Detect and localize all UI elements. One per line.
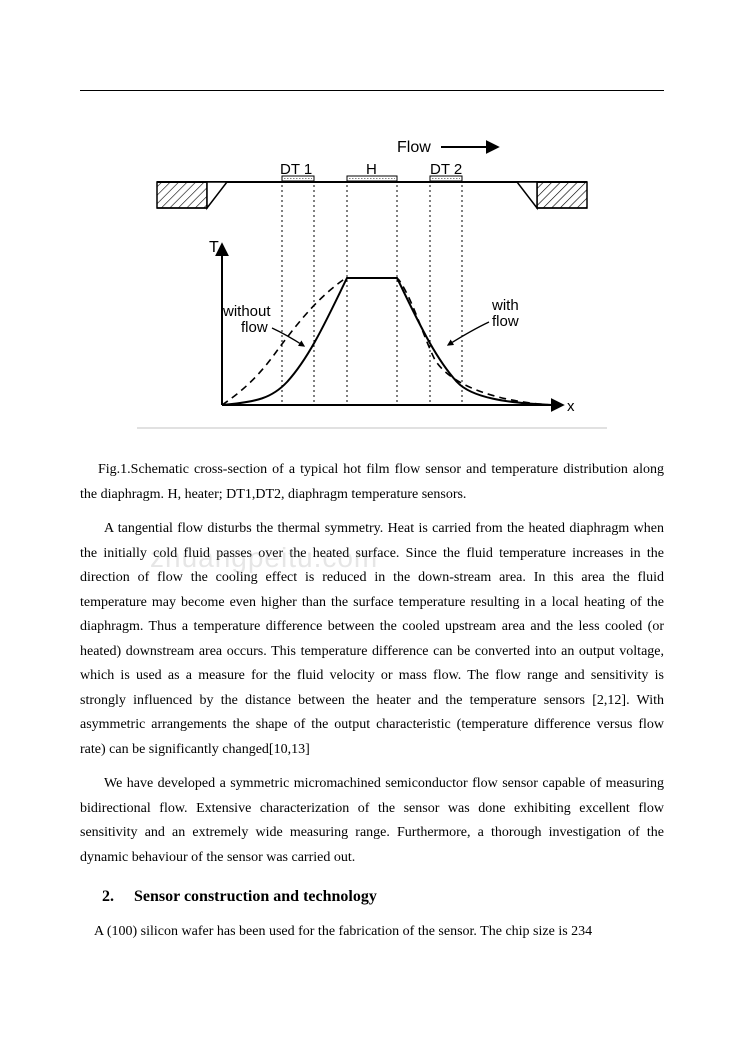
figure-1-svg: Flow DT 1 H DT 2 T x <box>137 130 607 430</box>
x-axis-label: x <box>567 398 575 415</box>
dt1-label: DT 1 <box>280 161 312 178</box>
with-flow-arrow <box>448 322 489 345</box>
flow-label: Flow <box>397 139 431 156</box>
paragraph-2: We have developed a symmetric micromachi… <box>80 772 664 870</box>
left-bevel <box>207 182 227 208</box>
paragraph-1-text: A tangential flow disturbs the thermal s… <box>80 521 664 757</box>
y-axis-label: T <box>209 239 219 256</box>
section-heading: 2. Sensor construction and technology <box>102 888 664 906</box>
paragraph-1: A tangential flow disturbs the thermal s… <box>80 517 664 762</box>
with-flow-label-2: flow <box>492 313 519 330</box>
without-flow-arrow <box>272 328 304 346</box>
section-title: Sensor construction and technology <box>134 888 377 905</box>
paragraph-3-text: A (100) silicon wafer has been used for … <box>94 924 592 939</box>
left-support-hatch <box>157 182 207 208</box>
without-flow-label-2: flow <box>241 319 268 336</box>
figure-1-caption: Fig.1.Schematic cross-section of a typic… <box>80 458 664 507</box>
caption-text: Fig.1.Schematic cross-section of a typic… <box>80 462 664 502</box>
top-horizontal-rule <box>80 90 664 91</box>
section-number: 2. <box>102 888 130 906</box>
with-flow-label-1: with <box>491 297 519 314</box>
paragraph-3: A (100) silicon wafer has been used for … <box>80 920 664 945</box>
right-support-hatch <box>537 182 587 208</box>
right-bevel <box>517 182 537 208</box>
h-label: H <box>366 161 377 178</box>
figure-1: Flow DT 1 H DT 2 T x <box>80 130 664 430</box>
without-flow-label-1: without <box>222 303 271 320</box>
paragraph-2-text: We have developed a symmetric micromachi… <box>80 776 664 865</box>
dt2-label: DT 2 <box>430 161 462 178</box>
